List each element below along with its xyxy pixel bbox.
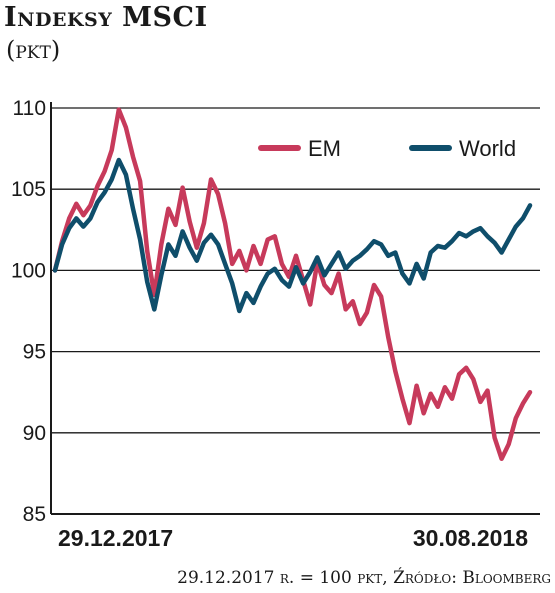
series-lines: [52, 107, 533, 462]
legend-label-world: World: [459, 136, 516, 161]
series-line-world: [52, 157, 533, 314]
series-line-em: [52, 107, 533, 462]
x-axis-ticks: 29.12.2017 30.08.2018: [58, 525, 528, 551]
y-tick-label: 100: [11, 259, 46, 282]
y-axis-ticks: 85 90 95 100 105 110: [11, 97, 46, 526]
y-tick-label: 110: [13, 97, 46, 120]
chart-unit: (pkt): [6, 36, 61, 64]
y-tick-label: 90: [23, 422, 46, 445]
x-tick-label-start: 29.12.2017: [58, 525, 173, 551]
legend-label-em: EM: [308, 136, 341, 161]
y-tick-label: 95: [23, 341, 46, 364]
y-tick-label: 85: [23, 503, 46, 526]
x-tick-label-end: 30.08.2018: [413, 525, 528, 551]
chart-title: Indeksy MSCI: [4, 2, 208, 33]
axes: [50, 102, 540, 515]
y-tick-label: 105: [11, 178, 46, 201]
footnote-source: 29.12.2017 r. = 100 pkt, Źródło: Bloombe…: [177, 568, 551, 588]
legend: EM World: [258, 136, 516, 161]
